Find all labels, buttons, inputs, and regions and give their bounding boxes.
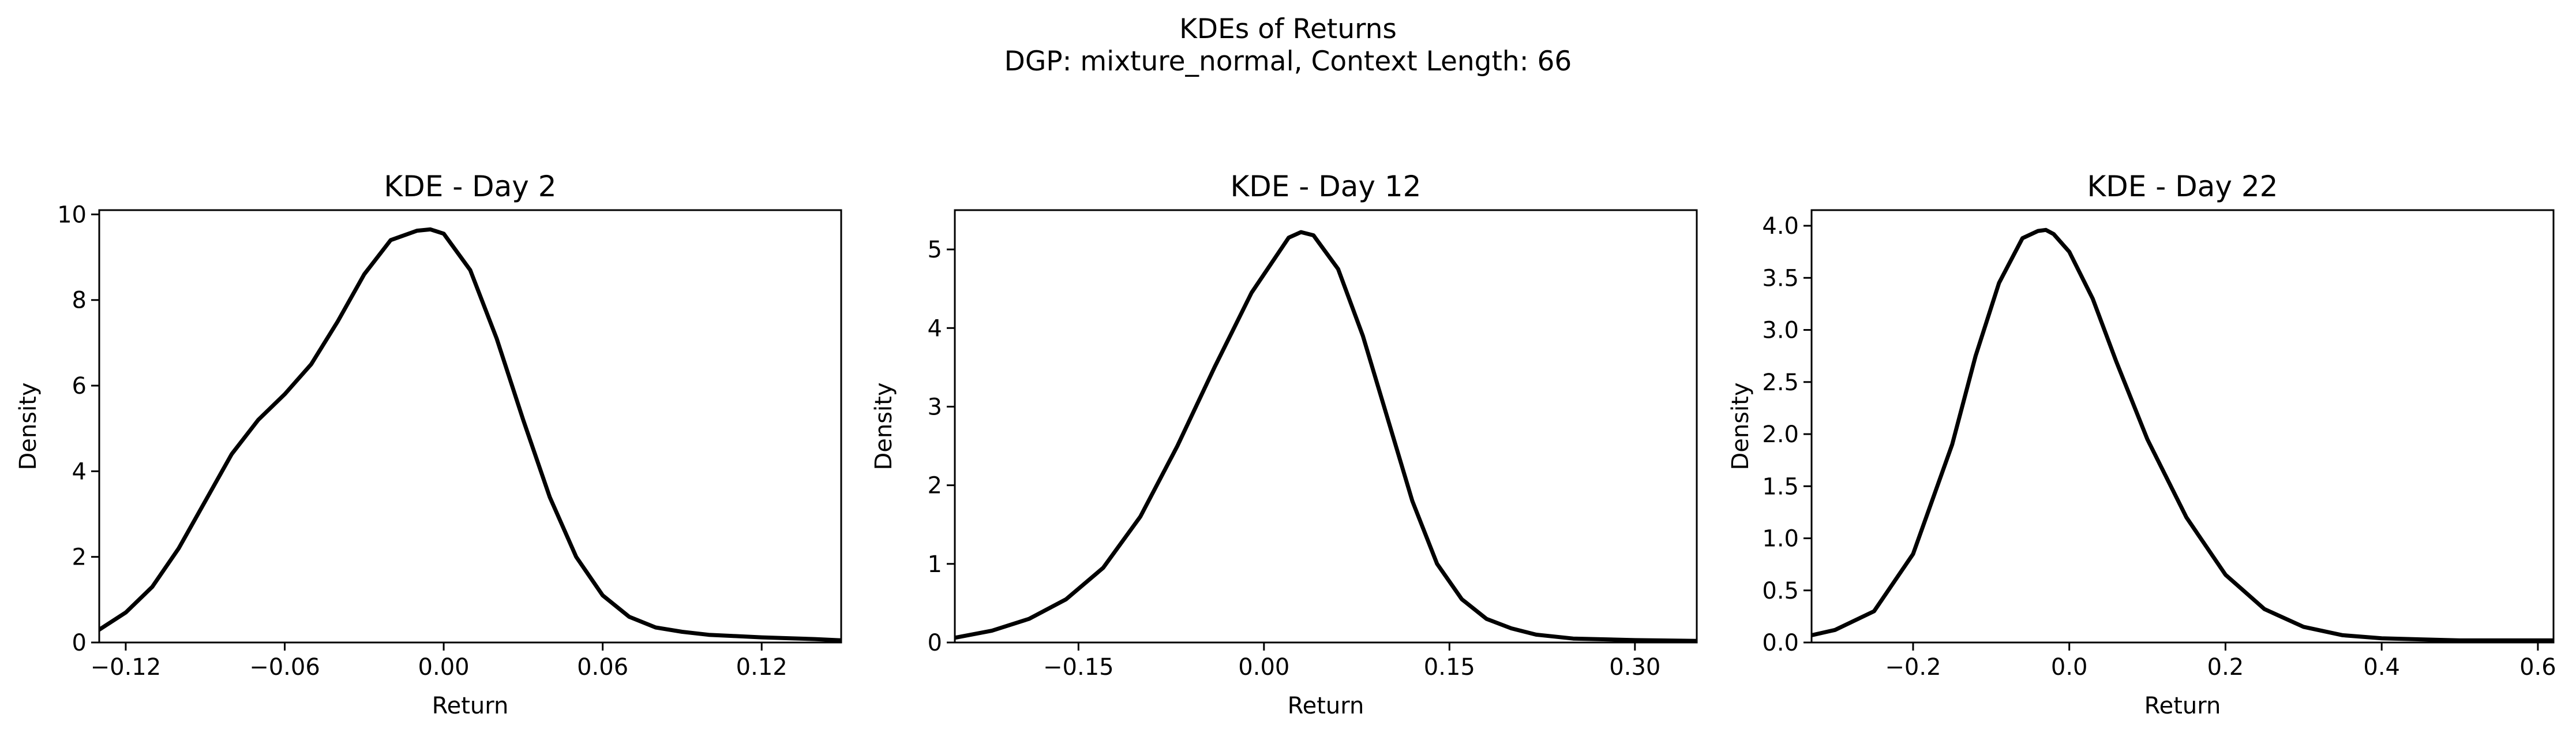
y-tick-label: 1.0 [1762,526,1799,552]
y-tick-label: 8 [72,287,87,314]
y-tick-label: 1.5 [1762,473,1799,500]
y-tick-label: 2.5 [1762,369,1799,396]
axes-frame [1810,209,2555,644]
y-axis-label: Density [15,382,42,470]
kde-line [1812,227,2553,642]
x-axis-label: Return [2144,693,2221,719]
x-tick-label: 0.15 [1424,654,1475,681]
y-tick-label: 0 [72,630,87,656]
x-tick-label: 0.2 [2207,654,2244,681]
y-tick-label: 6 [72,373,87,399]
x-tick-label: 0.4 [2363,654,2400,681]
y-tick-label: 0.5 [1762,578,1799,604]
x-axis-label: Return [1288,693,1364,719]
y-tick-label: 2 [72,544,87,571]
x-tick-label: 0.00 [418,654,470,681]
chart-title: KDE - Day 22 [2087,170,2278,203]
x-tick-label: −0.06 [249,654,320,681]
x-tick-label: 0.06 [577,654,628,681]
chart-panel-1: −0.12 −0.06 0.00 0.06 0.12 0 2 4 6 8 10 KDE - Day 2… [15,170,842,719]
y-tick-label: 1 [928,551,942,578]
y-tick-label: 4.0 [1762,213,1799,240]
y-axis-label: Density [871,382,897,470]
x-tick-label: −0.15 [1043,654,1114,681]
chart-panel-2: −0.15 0.00 0.15 0.30 0 1 2 3 4 5 KDE - Day 12 Retur… [871,170,1698,719]
chart-title: KDE - Day 2 [384,170,556,203]
kde-line [99,227,841,642]
y-tick-label: 0 [928,630,942,656]
x-tick-label: 0.00 [1238,654,1289,681]
chart-title: KDE - Day 12 [1231,170,1422,203]
y-tick-label: 0.0 [1762,630,1799,656]
y-tick-label: 2 [928,473,942,499]
y-tick-label: 3 [928,394,942,420]
y-tick-label: 2.0 [1762,421,1799,448]
x-tick-label: 0.6 [2519,654,2556,681]
x-tick-label: −0.2 [1885,654,1941,681]
kde-line [955,230,1697,642]
y-tick-label: 5 [928,237,942,263]
axes-frame [954,209,1698,644]
y-tick-label: 3.5 [1762,265,1799,292]
figure-subtitle: DGP: mixture_normal, Context Length: 66 [1004,46,1572,77]
y-tick-label: 4 [928,315,942,342]
x-tick-label: 0.30 [1609,654,1660,681]
axes-frame [98,209,842,644]
y-tick-label: 10 [57,201,87,228]
x-axis-label: Return [432,693,509,719]
x-tick-label: −0.12 [91,654,162,681]
y-tick-label: 3.0 [1762,317,1799,344]
chart-panel-3: −0.2 0.0 0.2 0.4 0.6 0.0 0.5 1.0 1.5 2.0 2.5 3.0 3.5… [1727,170,2556,719]
y-tick-label: 4 [72,458,87,485]
y-axis-label: Density [1727,382,1754,470]
x-tick-label: 0.12 [736,654,788,681]
figure-title: KDEs of Returns [1179,13,1397,45]
x-tick-label: 0.0 [2051,654,2088,681]
